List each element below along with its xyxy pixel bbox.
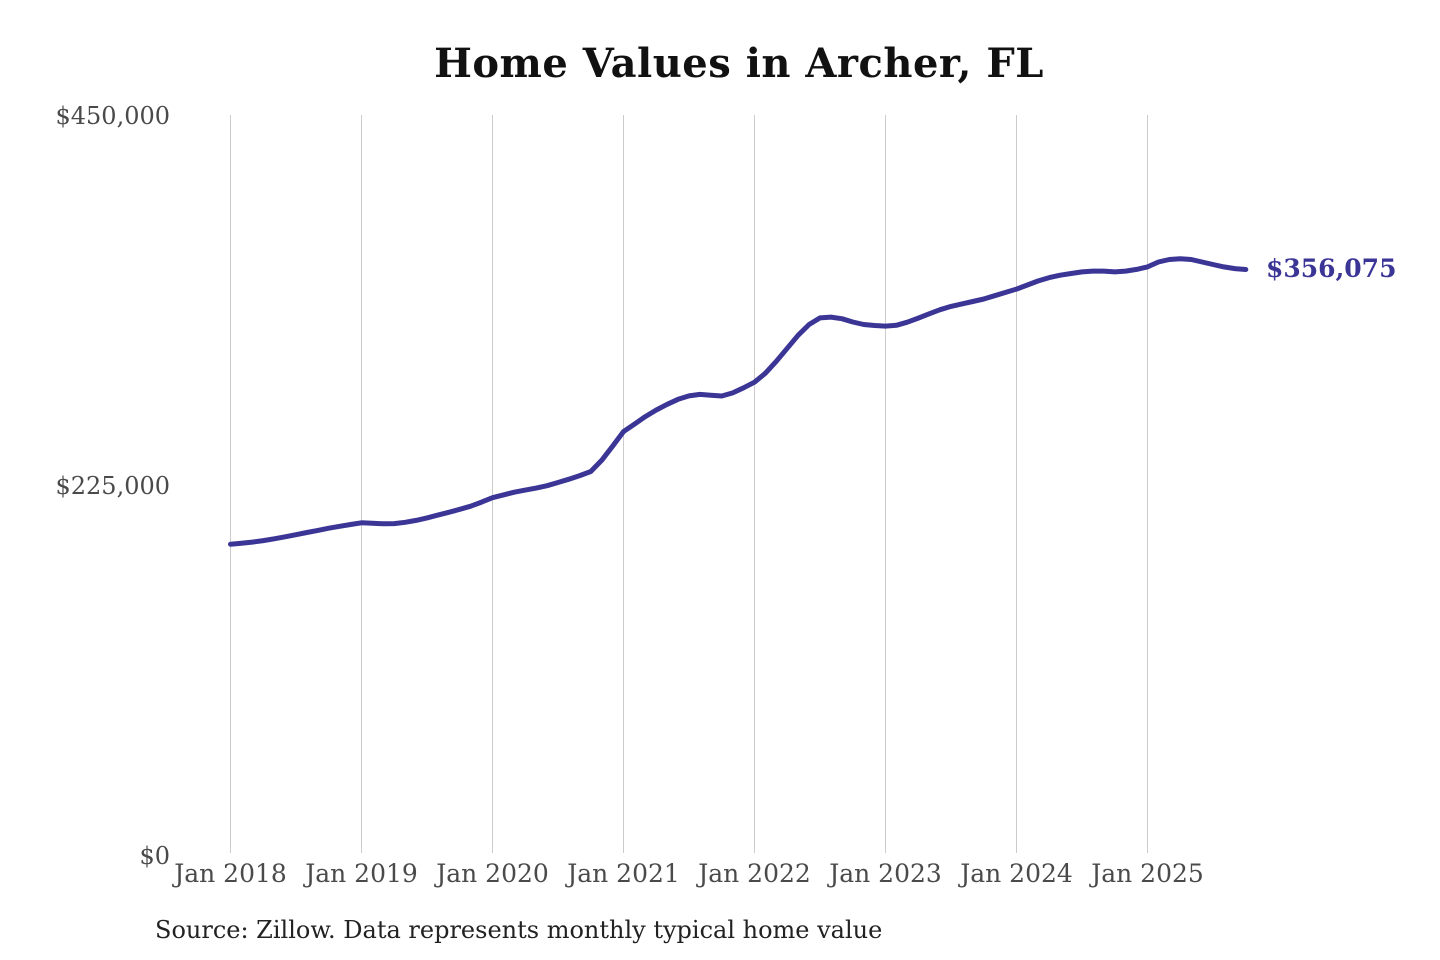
x-tick-label: Jan 2024 <box>957 859 1073 888</box>
y-axis-tick-labels: $450,000 $225,000 $0 <box>55 102 170 870</box>
x-axis-tick-labels: Jan 2018 Jan 2019 Jan 2020 Jan 2021 Jan 2022… <box>171 859 1204 888</box>
x-tick-label: Jan 2019 <box>302 859 418 888</box>
chart-title: Home Values in Archer, FL <box>434 40 1044 87</box>
y-tick-label: $0 <box>139 842 170 870</box>
x-tick-label: Jan 2021 <box>564 859 680 888</box>
source-note: Source: Zillow. Data represents monthly … <box>155 916 883 944</box>
y-tick-label: $450,000 <box>55 102 170 130</box>
vertical-gridlines <box>230 115 1148 853</box>
home-value-line <box>228 256 1249 547</box>
x-tick-label: Jan 2025 <box>1088 859 1204 888</box>
y-tick-label: $225,000 <box>55 472 170 500</box>
x-tick-label: Jan 2020 <box>433 859 549 888</box>
x-tick-label: Jan 2018 <box>171 859 287 888</box>
x-tick-label: Jan 2022 <box>695 859 811 888</box>
end-value-label: $356,075 <box>1266 254 1396 283</box>
x-tick-label: Jan 2023 <box>826 859 942 888</box>
